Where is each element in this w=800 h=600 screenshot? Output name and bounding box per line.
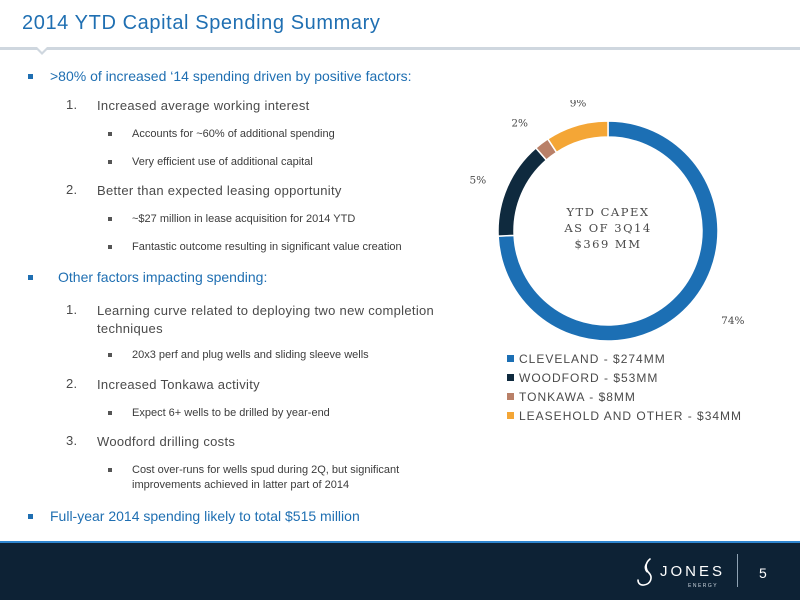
legend-label: CLEVELAND - $274MM <box>519 352 666 366</box>
bullet-square-icon <box>108 468 112 472</box>
legend-label: WOODFORD - $53MM <box>519 371 659 385</box>
title-divider <box>0 47 800 50</box>
title-divider-notch-fill <box>37 47 47 52</box>
legend-swatch <box>507 374 514 381</box>
slice-percent-label: 2% <box>511 117 528 129</box>
footer-divider <box>737 554 738 587</box>
item-number: 1. <box>66 97 78 112</box>
bullet-square-icon <box>108 245 112 249</box>
footer-accent-line <box>0 541 800 543</box>
bullet-text: Full-year 2014 spending likely to total … <box>50 508 360 524</box>
page-number: 5 <box>759 565 767 581</box>
legend-swatch <box>507 393 514 400</box>
item-number: 2. <box>66 182 78 197</box>
sub-bullet-text: ~$27 million in lease acquisition for 20… <box>132 213 356 225</box>
item-number: 2. <box>66 376 78 391</box>
capex-donut-chart: 74% 15% 2% 9% YTD CAPEX AS OF 3Q14 $369 MM <box>470 100 745 342</box>
item-text: Better than expected leasing opportunity <box>97 183 342 198</box>
center-label-line-3: $369 MM <box>575 237 642 251</box>
jones-swirl-icon <box>637 558 652 586</box>
bullet-text: >80% of increased ‘14 spending driven by… <box>50 68 412 84</box>
item-text: Increased average working interest <box>97 98 310 113</box>
footer-bar <box>0 543 800 600</box>
bullet-square-icon <box>108 132 112 136</box>
slide-title: 2014 YTD Capital Spending Summary <box>22 12 381 34</box>
sub-bullet-text: Very efficient use of additional capital <box>132 156 313 168</box>
slice-percent-label: 9% <box>570 100 587 109</box>
bullet-square-icon <box>108 160 112 164</box>
center-label-line-1: YTD CAPEX <box>565 205 649 219</box>
item-text: Woodford drilling costs <box>97 434 236 449</box>
sub-bullet-text: Expect 6+ wells to be drilled by year-en… <box>132 407 330 419</box>
bullet-text: Other factors impacting spending: <box>58 269 268 285</box>
donut-slice <box>497 146 548 237</box>
logo-subtext: ENERGY <box>688 583 719 589</box>
slice-percent-label: 74% <box>721 315 744 327</box>
bullet-square-icon <box>28 514 33 519</box>
item-number: 3. <box>66 433 78 448</box>
legend-label: LEASEHOLD AND OTHER - $34MM <box>519 409 743 423</box>
donut-slice <box>546 120 609 154</box>
bullet-square-icon <box>108 353 112 357</box>
item-text: Learning curve related to deploying two … <box>97 303 435 336</box>
sub-bullet-text: Fantastic outcome resulting in significa… <box>132 241 402 253</box>
legend-label: TONKAWA - $8MM <box>519 390 636 404</box>
bullet-square-icon <box>108 411 112 415</box>
item-number: 1. <box>66 302 78 317</box>
logo-wordmark: JONES <box>660 563 726 580</box>
bullet-square-icon <box>28 275 33 280</box>
item-text: Increased Tonkawa activity <box>97 377 260 392</box>
legend-swatch <box>507 355 514 362</box>
center-label-line-2: AS OF 3Q14 <box>563 221 651 235</box>
sub-bullet-text: 20x3 perf and plug wells and sliding sle… <box>132 349 369 361</box>
sub-bullet-text: Cost over-runs for wells spud during 2Q,… <box>132 464 400 491</box>
bullet-square-icon <box>108 217 112 221</box>
sub-bullet-text: Accounts for ~60% of additional spending <box>132 128 335 140</box>
slice-percent-label: 15% <box>470 174 486 186</box>
bullet-square-icon <box>28 74 33 79</box>
legend-swatch <box>507 412 514 419</box>
